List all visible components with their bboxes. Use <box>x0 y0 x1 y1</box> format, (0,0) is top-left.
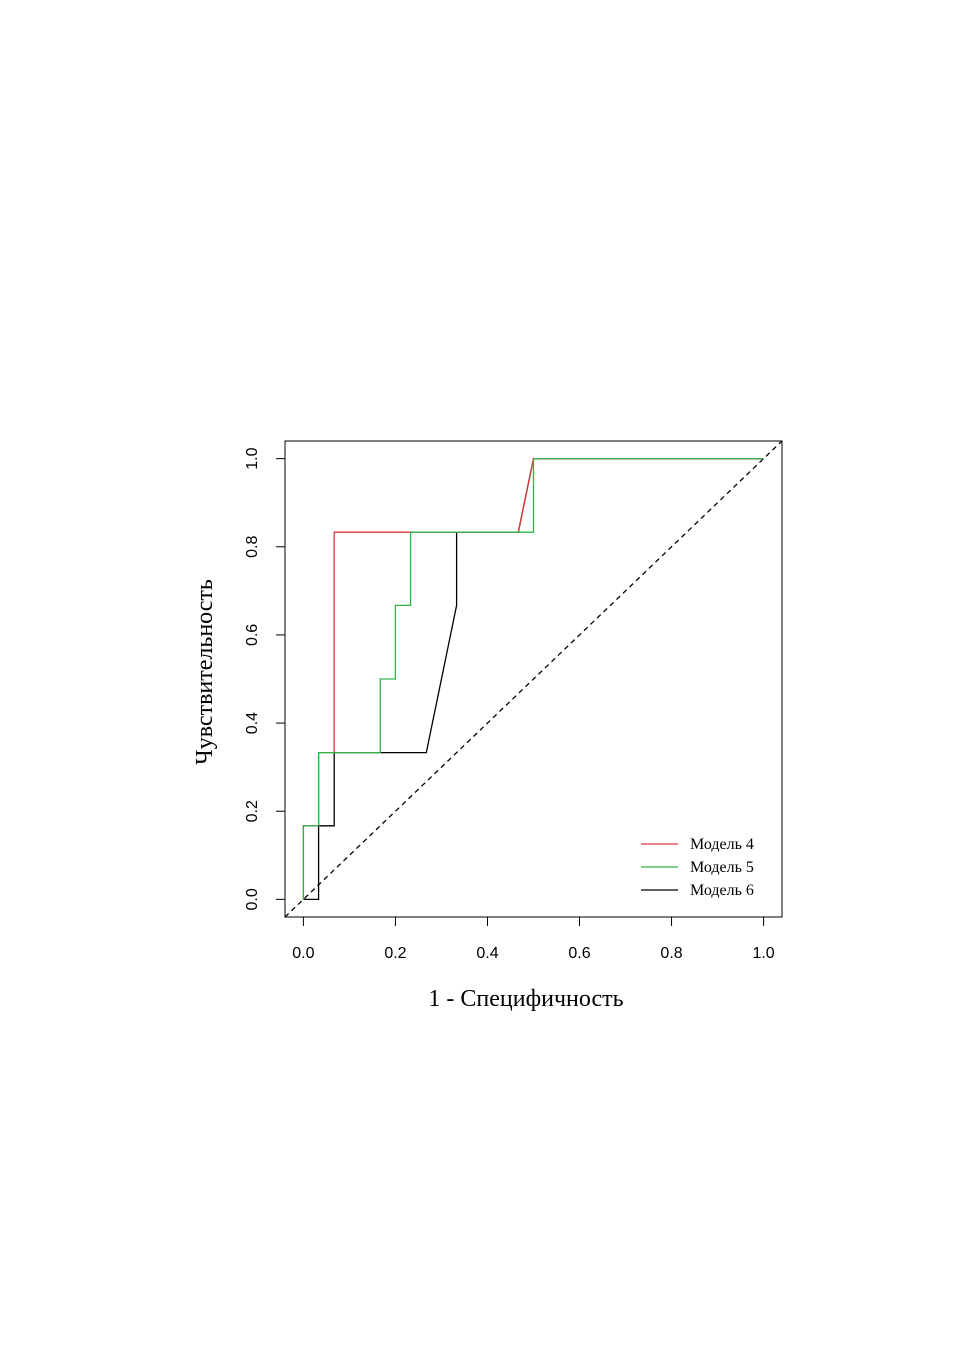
reference-diagonal-line <box>284 440 783 918</box>
legend-label: Модель 5 <box>690 859 754 876</box>
x-tick-label: 0.0 <box>292 945 314 962</box>
y-tick-label: 0.8 <box>244 536 261 558</box>
x-tick-label: 0.4 <box>476 945 498 962</box>
axes: 0.0 0.2 0.4 0.6 0.8 1.0 0.0 0.2 0.4 0.6 0.8 1.0 <box>244 447 775 962</box>
legend-label: Модель 4 <box>690 836 754 853</box>
y-tick-label: 0.2 <box>244 800 261 822</box>
y-tick-label: 0.0 <box>244 888 261 910</box>
legend: Модель 4 Модель 5 Модель 6 <box>641 836 754 899</box>
legend-label: Модель 6 <box>690 882 754 899</box>
reference-diagonal <box>284 440 783 918</box>
x-axis-title: 1 - Специфичность <box>428 986 623 1012</box>
y-tick-label: 0.6 <box>244 624 261 646</box>
y-tick-label: 0.4 <box>244 712 261 734</box>
x-tick-label: 0.2 <box>384 945 406 962</box>
series-line-5 <box>302 457 764 900</box>
y-tick-label: 1.0 <box>244 447 261 469</box>
x-tick-label: 0.8 <box>660 945 682 962</box>
x-tick-label: 1.0 <box>752 945 774 962</box>
series-group <box>302 457 764 901</box>
x-tick-label: 0.6 <box>568 945 590 962</box>
y-axis-title: Чувствительность <box>192 579 218 765</box>
